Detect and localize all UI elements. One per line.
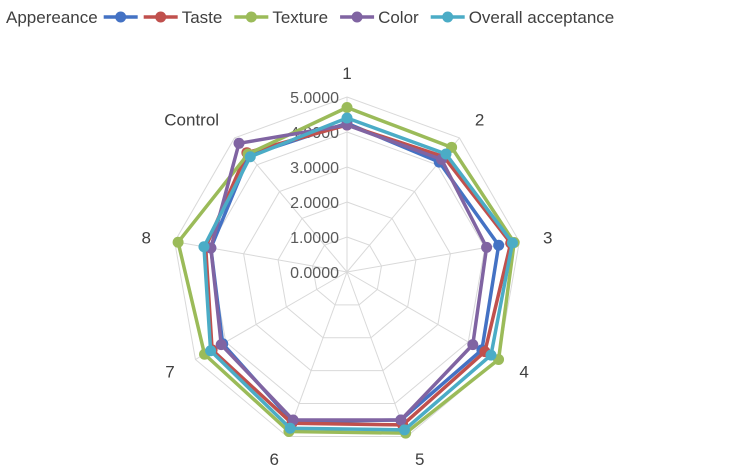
data-point: [205, 345, 217, 357]
legend: Appereance Taste Texture Color Overall accep…: [6, 8, 614, 27]
category-label: Control: [164, 111, 219, 130]
series-3: [205, 119, 493, 426]
data-point: [395, 414, 407, 426]
data-point: [341, 102, 353, 113]
legend-marker: [155, 11, 167, 23]
grid-ring-5: [174, 96, 520, 437]
category-label: 4: [519, 363, 528, 382]
series-line: [202, 116, 515, 432]
data-point: [172, 236, 184, 248]
legend-marker: [245, 11, 257, 23]
category-label: 6: [269, 450, 278, 467]
category-label: 5: [415, 450, 424, 467]
legend-label: Texture: [272, 8, 328, 27]
data-point: [398, 424, 410, 436]
data-point: [244, 151, 256, 163]
axis-spoke: [286, 271, 348, 437]
tick-label: 2.0000: [290, 195, 339, 212]
data-point: [493, 239, 505, 251]
grid-ring-1: [312, 236, 382, 306]
data-point: [481, 241, 493, 253]
data-point: [506, 237, 518, 249]
series-layer: [172, 102, 520, 439]
data-point: [341, 112, 353, 124]
category-label: 7: [165, 363, 174, 382]
series-4: [198, 112, 518, 436]
legend-marker: [115, 11, 127, 23]
legend-label: Taste: [182, 8, 223, 27]
legend-label: Overall acceptance: [469, 8, 615, 27]
grid-ring-2: [277, 201, 417, 339]
data-point: [233, 137, 245, 149]
legend-label: Appereance: [6, 8, 98, 27]
data-point: [284, 422, 296, 434]
grid-ring-3: [243, 166, 451, 372]
data-point: [215, 339, 227, 351]
data-point: [485, 349, 497, 361]
category-labels: 1 2 3 4 5 6 7 8 Control: [142, 64, 553, 467]
legend-marker: [351, 11, 363, 23]
category-label: 1: [342, 64, 351, 83]
tick-label: 1.0000: [290, 230, 339, 247]
grid-ring-4: [208, 131, 486, 405]
category-label: 8: [142, 228, 151, 247]
legend-marker: [442, 11, 454, 23]
data-point: [198, 241, 210, 253]
category-label: 2: [475, 111, 484, 130]
tick-label: 0.0000: [290, 265, 339, 282]
tick-label: 5.0000: [290, 90, 339, 107]
category-label: 3: [543, 228, 552, 247]
legend-label: Color: [378, 8, 419, 27]
data-point: [467, 339, 479, 351]
series-line: [209, 123, 489, 422]
data-point: [440, 148, 452, 160]
tick-label: 3.0000: [290, 160, 339, 177]
series-line: [176, 105, 516, 435]
axis-spoke: [346, 271, 408, 437]
